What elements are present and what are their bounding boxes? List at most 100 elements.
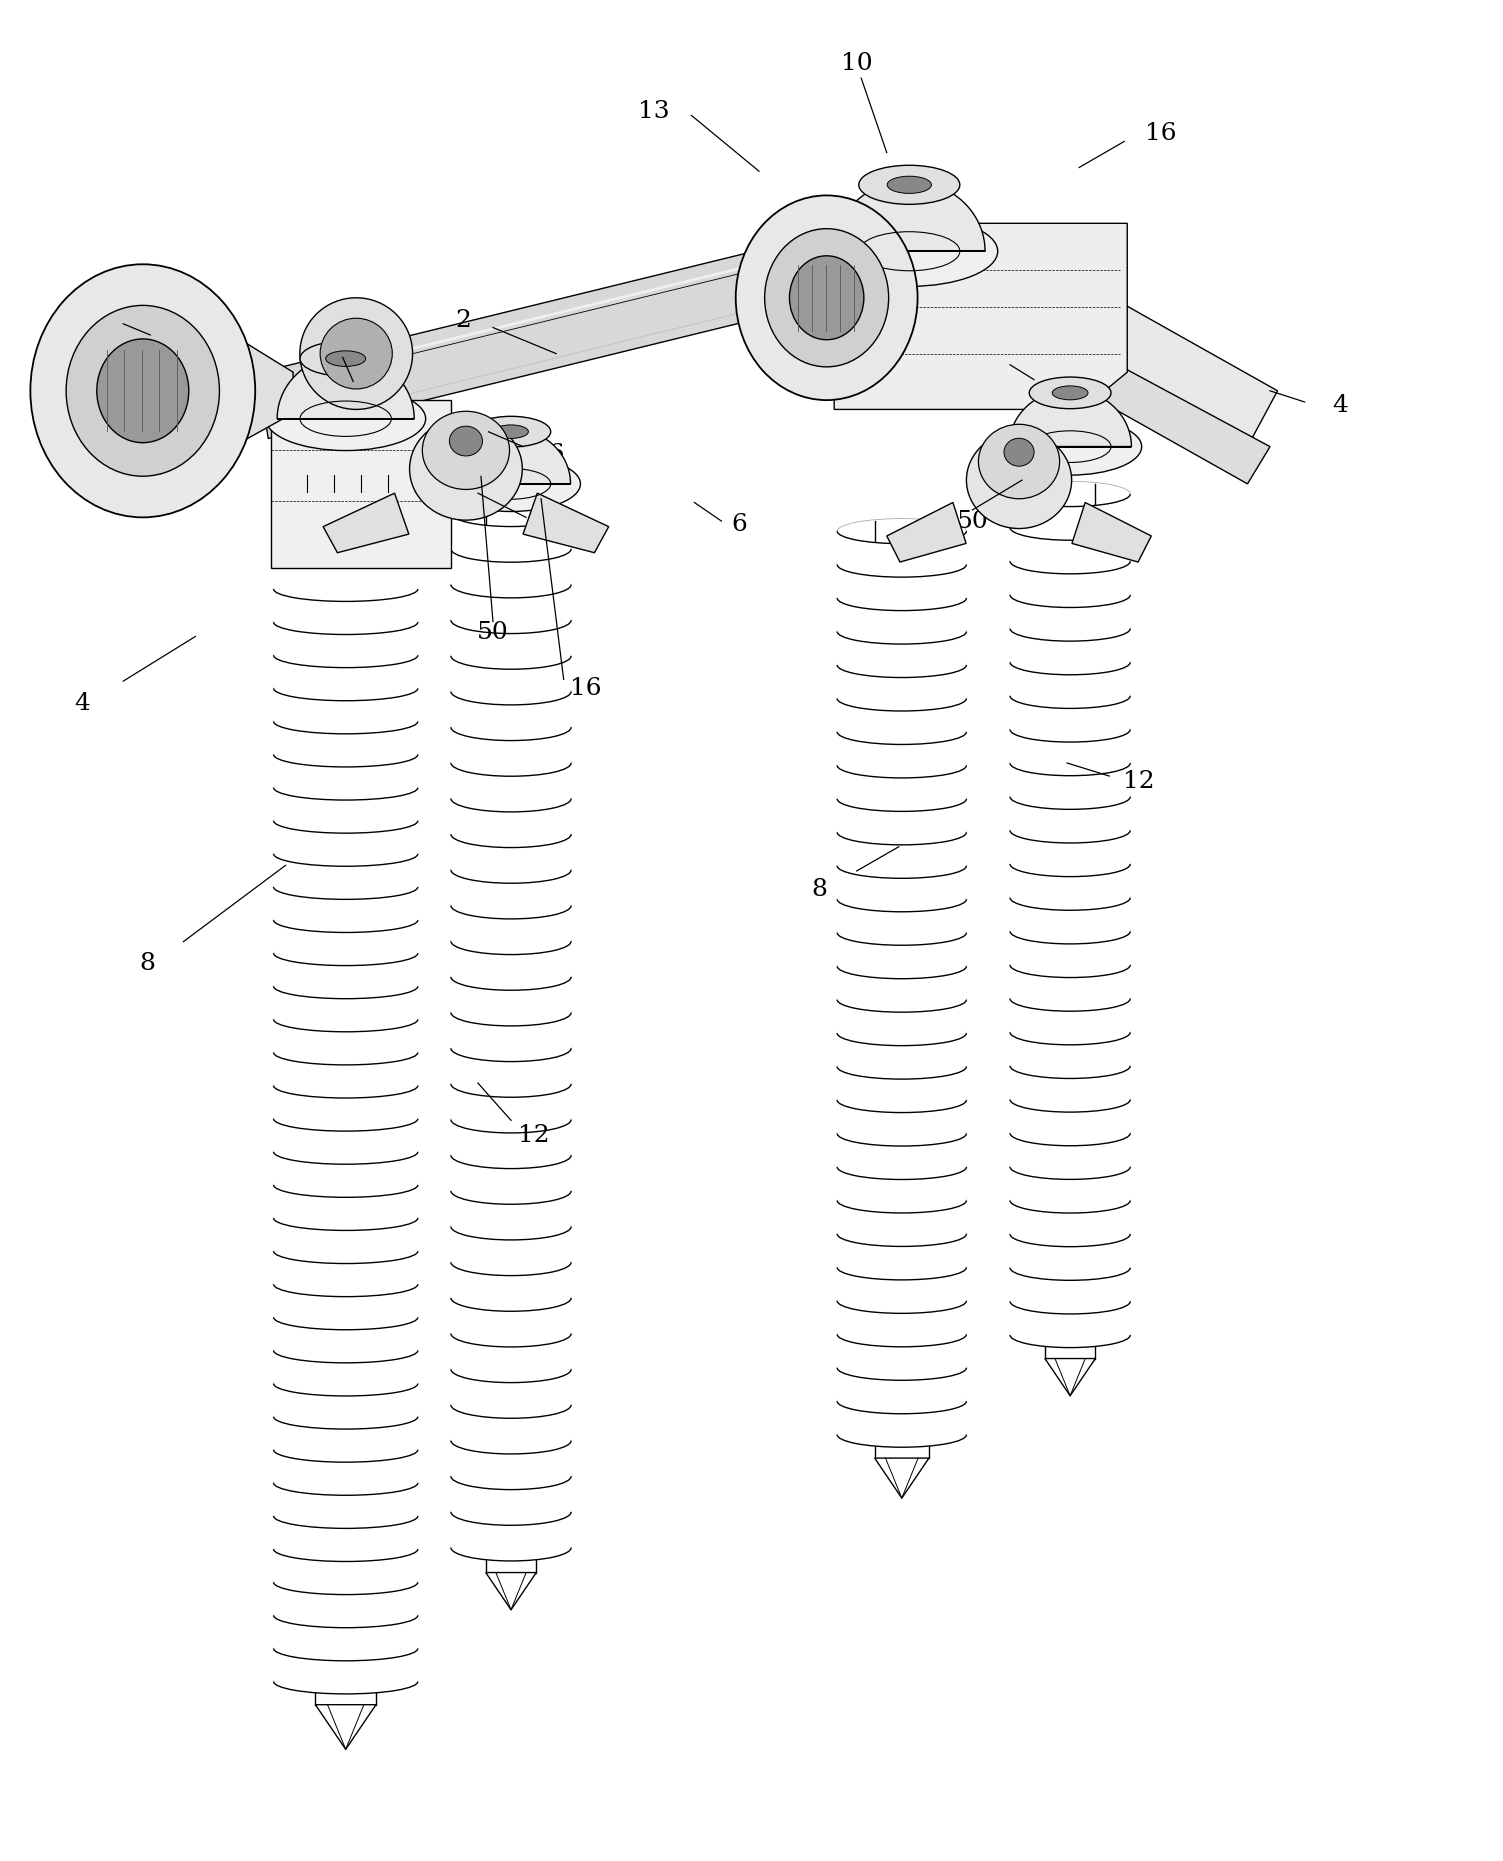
Polygon shape	[837, 999, 966, 1046]
Polygon shape	[274, 1318, 418, 1362]
Text: 12: 12	[1123, 770, 1156, 793]
Polygon shape	[837, 932, 966, 979]
Polygon shape	[1010, 1301, 1130, 1347]
Polygon shape	[837, 1234, 966, 1280]
Polygon shape	[1009, 389, 1132, 447]
FancyBboxPatch shape	[271, 400, 451, 568]
Polygon shape	[274, 1416, 418, 1463]
Text: 16: 16	[570, 677, 603, 700]
Polygon shape	[451, 1226, 571, 1275]
Polygon shape	[875, 521, 929, 1459]
Polygon shape	[451, 834, 571, 884]
Text: 50: 50	[956, 510, 989, 532]
Polygon shape	[1010, 1267, 1130, 1314]
Text: 16: 16	[532, 443, 565, 465]
Polygon shape	[1010, 1167, 1130, 1213]
Polygon shape	[451, 1120, 571, 1169]
Polygon shape	[259, 208, 936, 439]
Polygon shape	[274, 655, 418, 702]
Polygon shape	[274, 821, 418, 865]
Polygon shape	[274, 722, 418, 767]
Ellipse shape	[299, 298, 412, 409]
Polygon shape	[837, 1301, 966, 1347]
Polygon shape	[1010, 730, 1130, 776]
Polygon shape	[274, 888, 418, 932]
Text: 2: 2	[455, 309, 470, 331]
Polygon shape	[837, 1033, 966, 1079]
Polygon shape	[274, 523, 418, 568]
Polygon shape	[1010, 562, 1130, 607]
Polygon shape	[274, 1217, 418, 1264]
Polygon shape	[274, 953, 418, 999]
Polygon shape	[274, 1517, 418, 1561]
Polygon shape	[887, 502, 966, 562]
Text: 6: 6	[732, 514, 747, 536]
Polygon shape	[837, 698, 966, 744]
Polygon shape	[837, 899, 966, 945]
Polygon shape	[274, 1383, 418, 1429]
Ellipse shape	[858, 166, 960, 205]
Text: 13: 13	[71, 301, 104, 324]
Polygon shape	[316, 1705, 376, 1749]
Polygon shape	[837, 664, 966, 711]
Polygon shape	[1010, 1133, 1130, 1180]
Polygon shape	[837, 564, 966, 610]
Ellipse shape	[789, 255, 864, 341]
Polygon shape	[1010, 1100, 1130, 1146]
Polygon shape	[1010, 1200, 1130, 1247]
Polygon shape	[274, 456, 418, 502]
Polygon shape	[1010, 596, 1130, 640]
Text: 8: 8	[140, 953, 155, 975]
Polygon shape	[451, 549, 571, 597]
Text: 16: 16	[1039, 374, 1072, 396]
Polygon shape	[875, 1459, 929, 1498]
Polygon shape	[274, 919, 418, 966]
Polygon shape	[837, 865, 966, 912]
Polygon shape	[451, 728, 571, 776]
Ellipse shape	[736, 195, 917, 400]
Polygon shape	[1010, 629, 1130, 676]
Polygon shape	[274, 489, 418, 536]
Ellipse shape	[409, 417, 523, 521]
Polygon shape	[274, 556, 418, 601]
Polygon shape	[837, 798, 966, 845]
Polygon shape	[274, 1020, 418, 1064]
Polygon shape	[837, 1368, 966, 1414]
Ellipse shape	[326, 352, 365, 367]
Polygon shape	[451, 942, 571, 990]
Polygon shape	[451, 620, 571, 670]
Polygon shape	[451, 1476, 571, 1526]
Polygon shape	[451, 1370, 571, 1418]
Ellipse shape	[1004, 439, 1034, 467]
Polygon shape	[834, 181, 984, 251]
Polygon shape	[1010, 999, 1130, 1044]
Polygon shape	[274, 1185, 418, 1230]
Polygon shape	[485, 1573, 537, 1610]
Polygon shape	[323, 493, 409, 553]
Text: 16: 16	[1144, 123, 1177, 145]
Polygon shape	[274, 1450, 418, 1494]
Ellipse shape	[493, 424, 529, 439]
Ellipse shape	[301, 341, 391, 376]
Polygon shape	[837, 1200, 966, 1247]
Text: 4: 4	[1333, 395, 1348, 417]
Polygon shape	[837, 1100, 966, 1146]
Polygon shape	[274, 1251, 418, 1297]
Polygon shape	[274, 986, 418, 1031]
Polygon shape	[451, 1511, 571, 1561]
Polygon shape	[274, 1483, 418, 1528]
Polygon shape	[451, 906, 571, 955]
Polygon shape	[1010, 864, 1130, 910]
Polygon shape	[837, 1133, 966, 1180]
Text: 50: 50	[476, 622, 510, 644]
Polygon shape	[837, 1066, 966, 1113]
Ellipse shape	[96, 339, 189, 443]
Polygon shape	[316, 447, 376, 1705]
Polygon shape	[274, 754, 418, 800]
Polygon shape	[451, 869, 571, 919]
Polygon shape	[837, 765, 966, 811]
Polygon shape	[451, 514, 571, 562]
Polygon shape	[1010, 797, 1130, 843]
Text: 12: 12	[517, 1124, 550, 1146]
Polygon shape	[274, 1284, 418, 1331]
